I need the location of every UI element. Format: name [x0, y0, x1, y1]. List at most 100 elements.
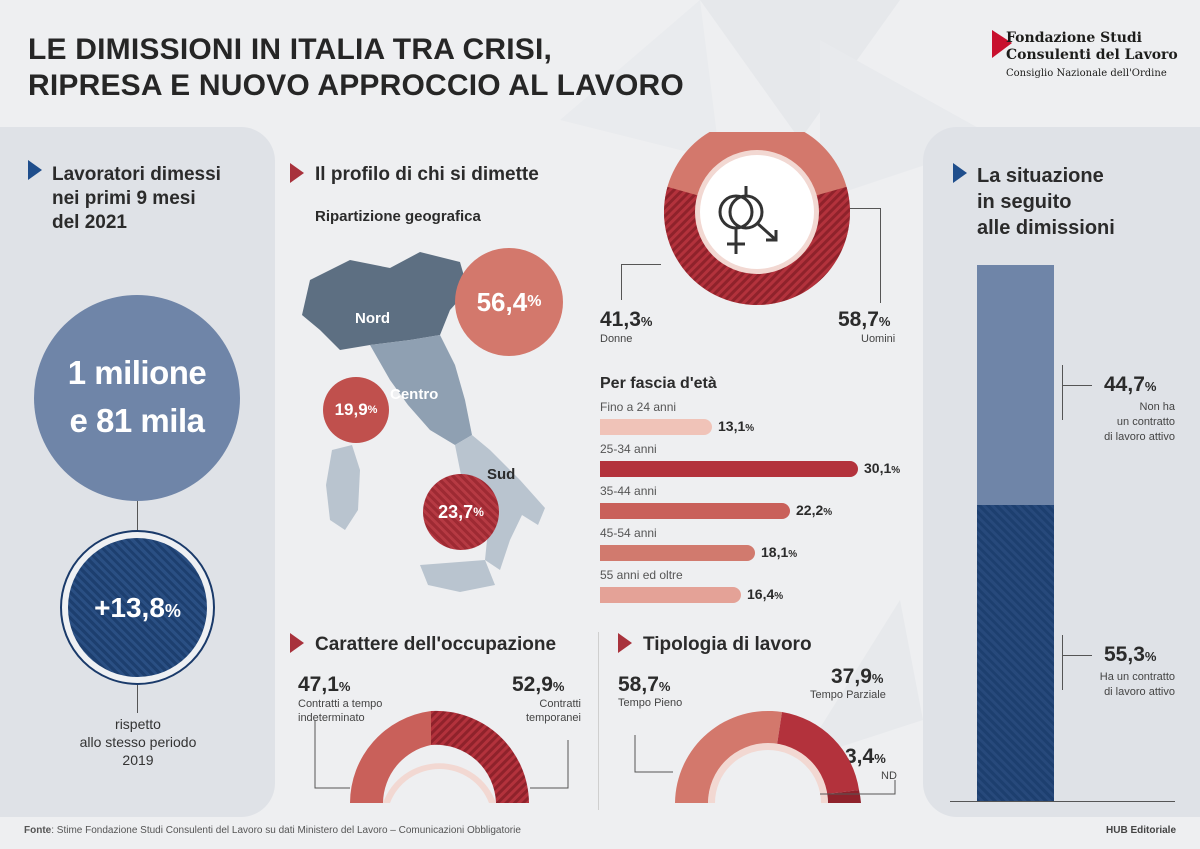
section-arrow-icon — [953, 163, 967, 183]
logo: Fondazione Studi Consulenti del Lavoro C… — [992, 30, 1182, 86]
page-title: LE DIMISSIONI IN ITALIA TRA CRISI, RIPRE… — [28, 32, 684, 104]
title-line-1: LE DIMISSIONI IN ITALIA TRA CRISI, — [28, 33, 553, 66]
age-bar — [600, 587, 741, 603]
parttime-label: Tempo Parziale — [810, 689, 886, 701]
region-label-centro: Centro — [390, 386, 439, 403]
gauge-segment-temporary — [431, 710, 529, 803]
connector-line — [1062, 655, 1092, 656]
logo-line-3: Consiglio Nazionale dell'Ordine — [1006, 68, 1167, 79]
profile-header: Il profilo di chi si dimette — [315, 164, 539, 185]
connector-line — [137, 501, 138, 531]
connector-line — [621, 264, 622, 300]
connector-line — [850, 208, 880, 209]
age-bar — [600, 545, 755, 561]
baseline — [950, 801, 1175, 802]
source-footer: Fonte: Stime Fondazione Studi Consulenti… — [24, 825, 521, 836]
after-stacked-bar — [977, 265, 1054, 802]
occupation-gauge — [314, 710, 569, 803]
no-contract-value: 44,7% — [1104, 373, 1157, 396]
change-value: +13,8% — [94, 592, 181, 623]
gauge-segment-nd — [827, 790, 861, 803]
section-arrow-icon — [28, 160, 42, 180]
women-value: 41,3% — [600, 308, 653, 331]
region-label-nord: Nord — [355, 310, 390, 327]
men-label: Uomini — [861, 333, 896, 345]
note-line: allo stesso periodo — [79, 734, 197, 750]
header-line: La situazione — [977, 165, 1104, 187]
change-note: rispetto allo stesso periodo 2019 — [40, 715, 236, 769]
occupation-right-value: 52,9% — [512, 673, 565, 696]
region-circle-centro: 19,9% — [323, 377, 389, 443]
section-arrow-icon — [290, 163, 304, 183]
age-bar — [600, 461, 858, 477]
header-line: in seguito — [977, 191, 1072, 213]
age-bar — [600, 419, 712, 435]
note-line: 2019 — [122, 752, 154, 768]
connector-line — [1062, 635, 1063, 690]
occupation-left-value: 47,1% — [298, 673, 351, 696]
gender-donut — [664, 132, 850, 305]
header-line: del 2021 — [52, 212, 127, 233]
section-divider — [598, 632, 599, 810]
age-group-label: 25-34 anni — [600, 442, 657, 456]
header-line: alle dimissioni — [977, 217, 1115, 239]
occupation-header: Carattere dell'occupazione — [315, 634, 557, 655]
nd-value: 3,4% — [845, 745, 886, 768]
connector-line — [1062, 385, 1092, 386]
women-label: Donne — [600, 333, 633, 345]
nd-label: ND — [881, 770, 897, 782]
logo-line-1: Fondazione Studi — [1006, 30, 1142, 46]
region-label-sud: Sud — [487, 466, 516, 483]
age-bar-value: 16,4% — [747, 586, 784, 602]
logo-arrow-icon — [992, 30, 1012, 58]
contract-label: Ha un contratto di lavoro attivo — [1099, 671, 1175, 698]
age-group-label: 45-54 anni — [600, 526, 657, 540]
contract-value: 55,3% — [1104, 643, 1157, 666]
age-bar-value: 18,1% — [761, 544, 798, 560]
gauge-segment-parttime — [777, 712, 859, 794]
age-title: Per fascia d'età — [600, 375, 717, 392]
total-line-1: 1 milione — [67, 354, 207, 391]
map-sardinia — [326, 445, 360, 530]
fulltime-value: 58,7% — [618, 673, 671, 696]
occupation-right-label: Contratti temporanei — [525, 698, 581, 724]
connector-line — [621, 264, 661, 265]
right-panel — [923, 127, 1200, 817]
header-line: Lavoratori dimessi — [52, 164, 221, 185]
connector-line — [880, 208, 881, 303]
map-sicily — [420, 560, 495, 592]
publisher: HUB Editoriale — [1106, 825, 1177, 836]
total-circle: 1 milione e 81 mila — [34, 295, 240, 501]
map-region-nord — [302, 252, 468, 350]
connector-line — [137, 685, 138, 713]
note-line: rispetto — [115, 716, 161, 732]
worktype-gauge — [634, 710, 896, 803]
section-arrow-icon — [290, 633, 304, 653]
fulltime-label: Tempo Pieno — [618, 697, 683, 709]
header-line: nei primi 9 mesi — [52, 188, 196, 209]
age-bar-value: 13,1% — [718, 418, 755, 434]
men-value: 58,7% — [838, 308, 891, 331]
age-group-label: 55 anni ed oltre — [600, 568, 683, 582]
bar-no-contract — [977, 265, 1054, 505]
region-circle-nord: 56,4% — [455, 248, 563, 356]
no-contract-label: Non ha un contratto di lavoro attivo — [1104, 401, 1175, 443]
dismissed-header: Lavoratori dimessi nei primi 9 mesi del … — [52, 163, 221, 235]
map-region-centro — [370, 335, 472, 445]
age-bar-value: 30,1% — [864, 460, 901, 476]
change-circle: +13,8% — [68, 538, 207, 677]
logo-line-2: Consulenti del Lavoro — [1006, 47, 1178, 63]
section-arrow-icon — [618, 633, 632, 653]
parttime-value: 37,9% — [831, 665, 884, 688]
geo-subtitle: Ripartizione geografica — [315, 208, 481, 225]
region-circle-sud: 23,7% — [423, 474, 499, 550]
gauge-segment-fulltime — [675, 710, 782, 803]
gauge-segment-permanent — [350, 711, 431, 803]
connector-line — [1062, 365, 1063, 420]
age-group-label: 35-44 anni — [600, 484, 657, 498]
after-header: La situazione in seguito alle dimissioni — [977, 163, 1115, 241]
total-value: 1 milione e 81 mila — [34, 349, 240, 445]
age-bar — [600, 503, 790, 519]
age-group-label: Fino a 24 anni — [600, 400, 677, 414]
